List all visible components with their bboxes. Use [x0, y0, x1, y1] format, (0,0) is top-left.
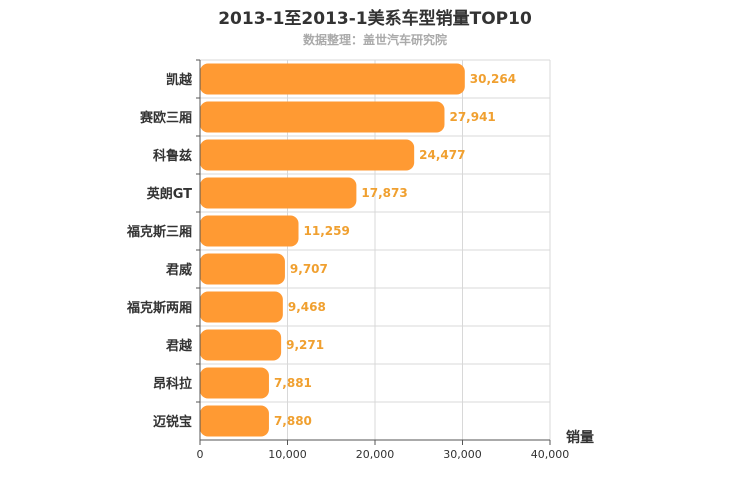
- category-label: 福克斯两厢: [126, 300, 192, 316]
- bar: [200, 329, 282, 361]
- data-label: 9,468: [288, 300, 326, 314]
- category-label: 科鲁兹: [153, 148, 192, 164]
- data-label: 9,707: [290, 262, 328, 276]
- x-tick-label: 30,000: [443, 448, 482, 461]
- chart-title: 2013-1至2013-1美系车型销量TOP10: [218, 9, 532, 29]
- data-label: 27,941: [449, 110, 495, 124]
- category-label: 凯越: [166, 72, 193, 88]
- bar: [200, 139, 415, 171]
- bar: [200, 177, 357, 209]
- bar: [200, 215, 299, 247]
- bar: [200, 367, 269, 399]
- data-label: 24,477: [419, 148, 465, 162]
- category-label: 君越: [166, 338, 193, 354]
- category-label: 福克斯三厢: [126, 224, 192, 240]
- category-label: 昂科拉: [153, 376, 192, 392]
- category-label: 英朗GT: [146, 186, 192, 202]
- x-tick-label: 10,000: [268, 448, 307, 461]
- x-tick-label: 20,000: [356, 448, 395, 461]
- x-axis-title: 销量: [566, 429, 594, 446]
- bar: [200, 291, 283, 323]
- x-tick-label: 0: [197, 448, 204, 461]
- data-label: 11,259: [304, 224, 350, 238]
- category-label: 君威: [166, 262, 192, 278]
- category-label: 迈锐宝: [153, 414, 192, 430]
- data-label: 9,271: [286, 338, 324, 352]
- bar: [200, 253, 285, 285]
- category-label: 赛欧三厢: [139, 110, 192, 126]
- data-label: 30,264: [470, 72, 516, 86]
- bar: [200, 63, 465, 95]
- bar: [200, 405, 269, 437]
- data-label: 7,880: [274, 414, 312, 428]
- bar: [200, 101, 445, 133]
- x-tick-label: 40,000: [531, 448, 570, 461]
- data-label: 7,881: [274, 376, 312, 390]
- chart-subtitle: 数据整理：盖世汽车研究院: [302, 33, 447, 47]
- data-label: 17,873: [361, 186, 407, 200]
